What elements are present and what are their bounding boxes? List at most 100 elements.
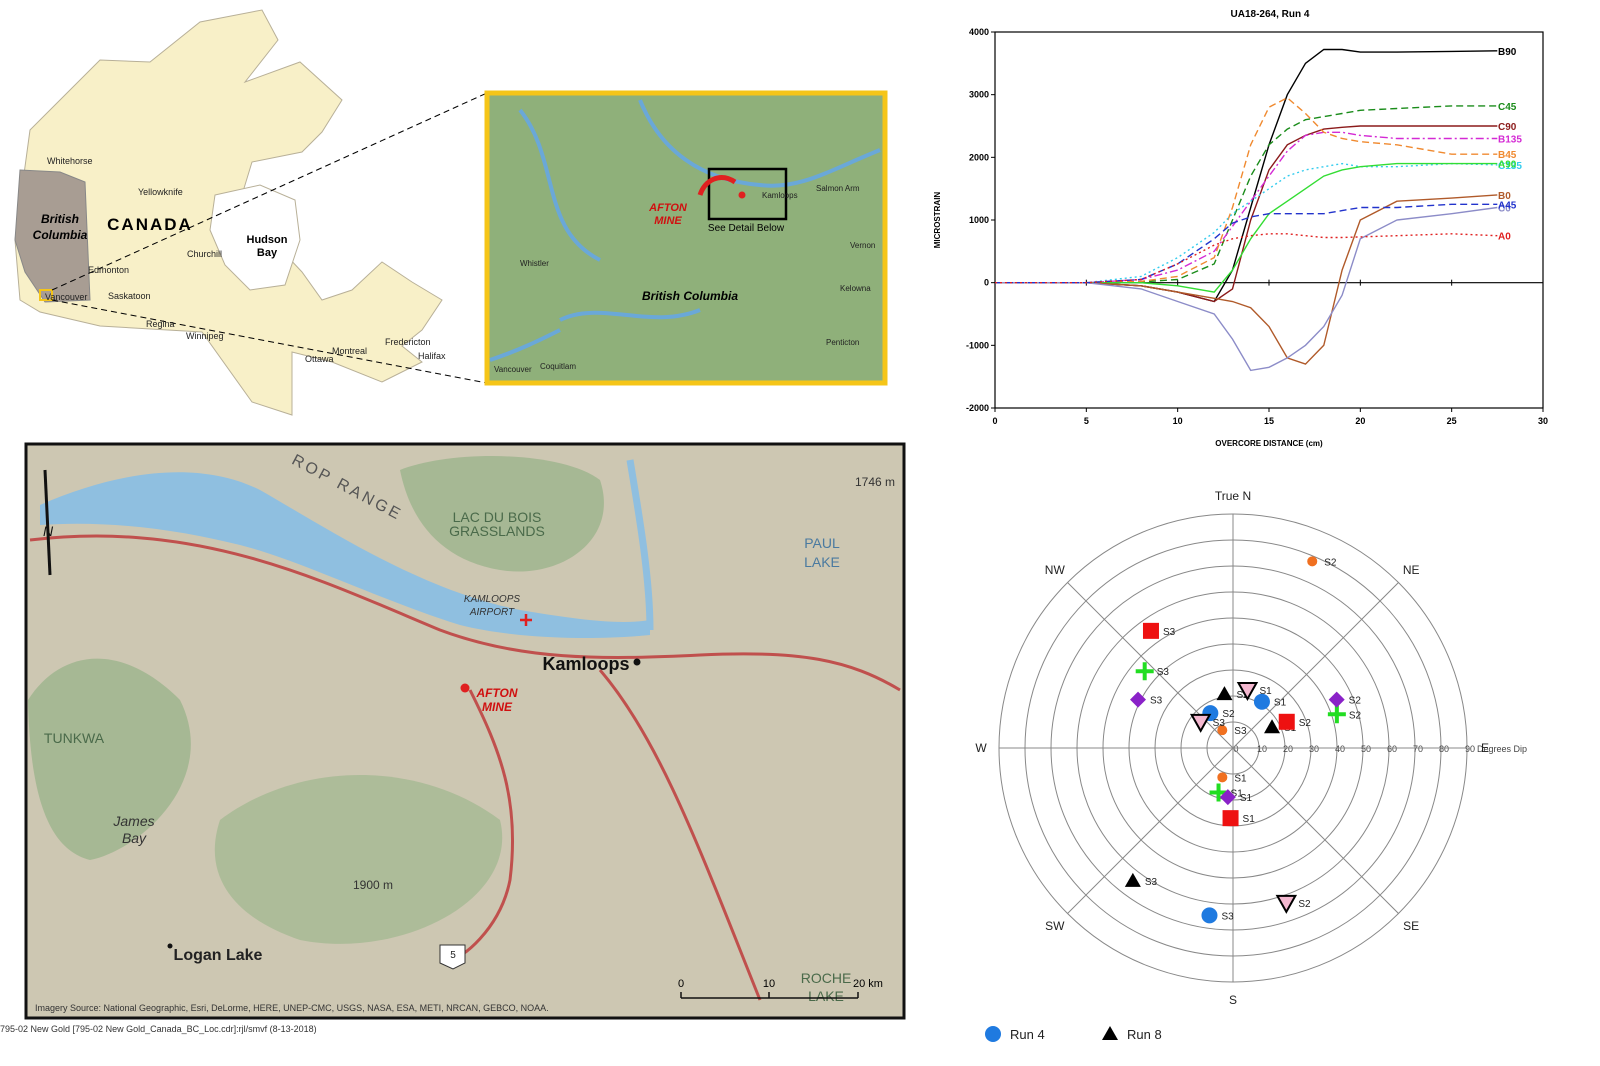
marker <box>1327 705 1346 724</box>
mine-dot <box>460 683 470 693</box>
marker <box>985 1026 1001 1042</box>
city-label: Logan Lake <box>174 947 263 964</box>
city-label: Fredericton <box>385 337 431 347</box>
series-label: A45 <box>1498 200 1517 211</box>
dip-tick-label: 10 <box>1257 744 1267 754</box>
point-label: S2 <box>1349 696 1362 707</box>
lake <box>40 472 650 638</box>
city-label: Halifax <box>418 351 446 361</box>
data-line <box>995 96 1498 284</box>
y-tick-label: 4000 <box>969 27 989 37</box>
city-label: Kelowna <box>840 284 871 293</box>
spoke <box>1067 747 1234 914</box>
park-label: TUNKWA <box>44 730 105 746</box>
highway-label: 5 <box>450 950 456 961</box>
mine-label: MINE <box>654 215 682 227</box>
series-label: A0 <box>1498 232 1511 243</box>
series-label: B45 <box>1498 150 1517 161</box>
dip-tick-label: 50 <box>1361 744 1371 754</box>
city-label: Regina <box>146 319 175 329</box>
mine-label: MINE <box>482 700 513 714</box>
dip-tick-label: 40 <box>1335 744 1345 754</box>
point-label: S1 <box>1259 686 1272 697</box>
data-line <box>995 125 1498 303</box>
airport-icon <box>520 614 532 626</box>
scale-bar <box>680 992 859 999</box>
marker <box>1201 907 1218 924</box>
imagery-credit: Imagery Source: National Geographic, Esr… <box>35 1003 549 1013</box>
city-label: Kamloops <box>542 654 629 674</box>
point-label: S3 <box>1157 667 1170 678</box>
mine-label: AFTON <box>648 202 688 214</box>
scale-label: 0 <box>678 978 684 990</box>
series-label: A90 <box>1498 160 1517 171</box>
y-tick-label: 0 <box>984 278 989 288</box>
chart-title: UA18-264, Run 4 <box>1231 9 1310 20</box>
x-axis-label: OVERCORE DISTANCE (cm) <box>1215 439 1323 448</box>
spoke <box>1232 747 1399 914</box>
point-label: S2 <box>1298 899 1311 910</box>
data-line <box>995 162 1498 293</box>
city-label: Edmonton <box>88 265 129 275</box>
caption: 795-02 New Gold [795-02 New Gold_Canada_… <box>0 1024 317 1034</box>
city-label: Montreal <box>332 346 367 356</box>
inset-frame <box>484 90 888 386</box>
park-label: LAC DU BOIS <box>453 509 542 525</box>
city-label: Salmon Arm <box>816 184 860 193</box>
dip-axis-label: Degrees Dip <box>1477 744 1527 754</box>
legend-label: Run 8 <box>1127 1027 1162 1042</box>
place-label: James <box>112 813 154 829</box>
lake-label: PAUL <box>804 535 840 551</box>
province-label: British <box>41 212 79 226</box>
x-tick-label: 5 <box>1084 416 1089 426</box>
dip-tick-label: 90 <box>1465 744 1475 754</box>
marker <box>1135 662 1154 681</box>
marker <box>1217 772 1228 783</box>
province-label: Columbia <box>33 228 88 242</box>
dip-tick-label: 80 <box>1439 744 1449 754</box>
river <box>489 99 881 362</box>
x-tick-label: 30 <box>1538 416 1548 426</box>
water-label: Bay <box>257 247 278 259</box>
road <box>29 534 901 1001</box>
city-dot <box>167 943 173 949</box>
pointer-arrow <box>697 175 737 196</box>
marker <box>1130 691 1147 708</box>
y-tick-label: 1000 <box>969 215 989 225</box>
data-line <box>995 48 1498 303</box>
elevation-label: 1746 m <box>855 475 895 489</box>
marker <box>1217 725 1228 736</box>
point-label: S1 <box>1243 814 1256 825</box>
data-line <box>995 203 1498 284</box>
north-arrow <box>43 469 52 576</box>
direction-label: E <box>1481 741 1489 755</box>
series-label: C0 <box>1498 203 1511 214</box>
scale-label: 10 <box>763 978 775 990</box>
data-line <box>995 105 1498 284</box>
marker <box>1219 789 1236 806</box>
plot-frame <box>994 31 1544 409</box>
city-label: Churchill <box>187 249 222 259</box>
lake-label: LAKE <box>808 988 844 1004</box>
city-label: Saskatoon <box>108 291 151 301</box>
y-tick-label: 2000 <box>969 152 989 162</box>
city-label: Penticton <box>826 338 859 347</box>
point-label: S3 <box>1163 627 1176 638</box>
leader-line <box>51 299 488 384</box>
spoke <box>1232 582 1399 749</box>
point-label: S2 <box>1236 690 1249 701</box>
point-label: S1 <box>1274 698 1287 709</box>
city-label: Vancouver <box>45 292 87 302</box>
point-label: S1 <box>1234 773 1247 784</box>
point-label: S1 <box>1240 793 1253 804</box>
data-line <box>995 206 1498 372</box>
marker <box>1307 556 1318 567</box>
city-label: Kamloops <box>762 191 798 200</box>
y-tick-label: -1000 <box>966 340 989 350</box>
point-label: S1 <box>1231 789 1244 800</box>
x-tick-label: 0 <box>992 416 997 426</box>
province-label: British Columbia <box>642 289 738 303</box>
x-tick-label: 20 <box>1355 416 1365 426</box>
marker <box>1236 681 1259 702</box>
detail-note: See Detail Below <box>708 223 785 234</box>
